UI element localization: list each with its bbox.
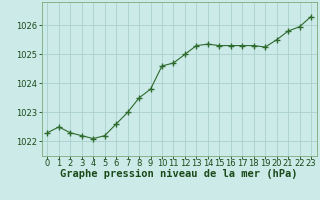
X-axis label: Graphe pression niveau de la mer (hPa): Graphe pression niveau de la mer (hPa): [60, 169, 298, 179]
